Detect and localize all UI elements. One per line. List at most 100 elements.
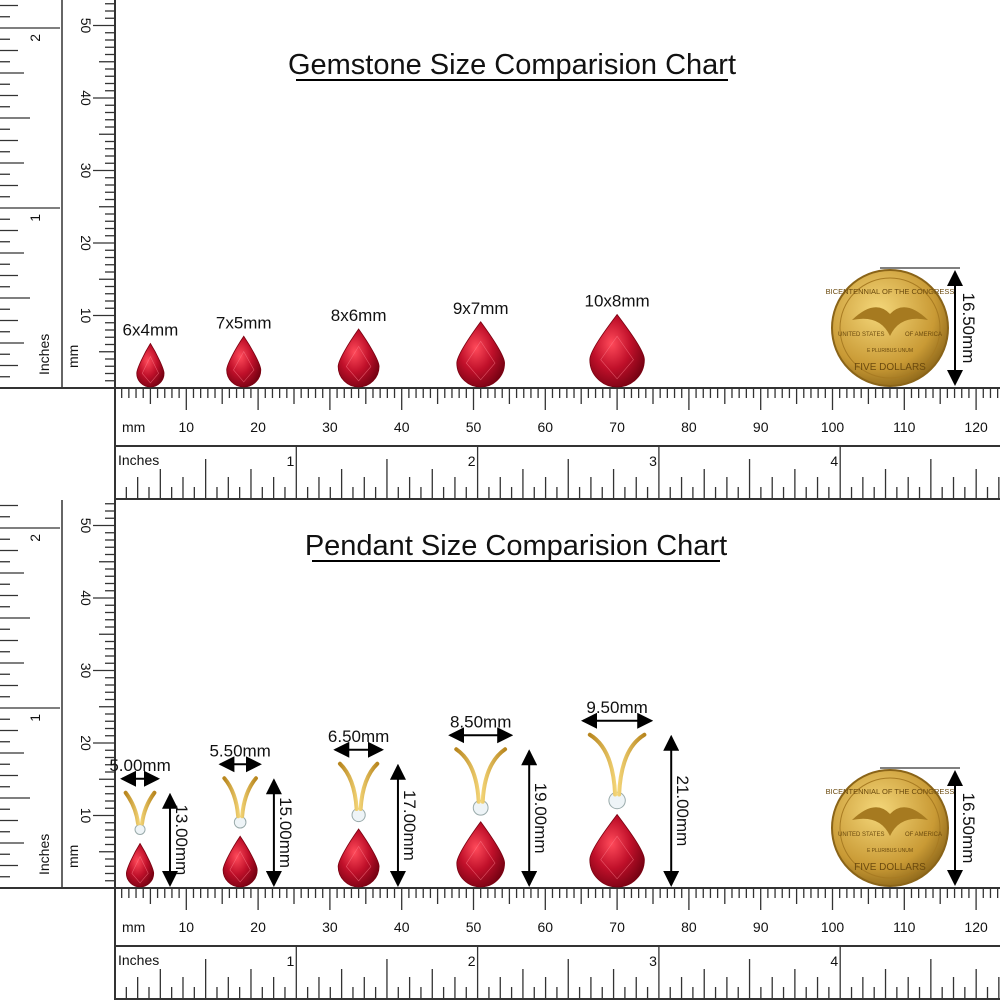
gem-facet — [600, 835, 634, 880]
mm-ruler-label: 110 — [893, 419, 916, 435]
mm-ruler-label: 30 — [322, 919, 338, 935]
pendant-height-label: 13.00mm — [172, 804, 191, 875]
mm-ruler-label: 40 — [394, 419, 410, 435]
diamond-accent — [351, 807, 366, 823]
pendant-width-label: 5.00mm — [109, 756, 170, 775]
pendant-chart-panel: Pendant Size Comparision Chart 10 20 30 40 5… — [0, 500, 1000, 1000]
mm-ruler-label: 60 — [538, 919, 554, 935]
ruby-pear-gem — [589, 813, 645, 888]
mm-ruler-label: 40 — [394, 919, 410, 935]
vertical-mm-label: 50 — [78, 518, 94, 534]
coin-size-label: 16.50mm — [959, 293, 978, 364]
mm-unit-label: mm — [122, 419, 145, 435]
vertical-mm-label: 50 — [78, 18, 94, 34]
gem-facet — [233, 350, 255, 383]
gold-bail — [587, 732, 647, 797]
pendant-width-label: 8.50mm — [450, 712, 511, 731]
coin-top-text: BICENTENNIAL OF THE CONGRESS — [826, 287, 955, 296]
ruby-pear-gem — [222, 835, 258, 888]
vertical-inch-label: 2 — [27, 34, 43, 42]
vertical-mm-label: 30 — [78, 663, 94, 679]
inch-ruler-label: 2 — [468, 953, 476, 969]
coin-left-text: UNITED STATES — [838, 832, 884, 838]
pendant-width-label: 5.50mm — [209, 741, 270, 760]
mm-ruler-label: 30 — [322, 419, 338, 435]
vertical-mm-unit: mm — [65, 845, 81, 868]
mm-ruler-label: 50 — [466, 919, 482, 935]
mm-ruler-label: 70 — [609, 919, 625, 935]
mm-ruler-label: 90 — [753, 419, 769, 435]
vertical-mm-label: 30 — [78, 163, 94, 179]
gold-bail — [337, 761, 380, 811]
gem-facet — [229, 850, 251, 883]
vertical-inch-unit: Inches — [36, 834, 52, 875]
mm-ruler-label: 10 — [179, 419, 195, 435]
inch-ruler-label: 1 — [287, 953, 295, 969]
inch-unit-label: Inches — [118, 952, 159, 968]
mm-ruler-label: 100 — [821, 919, 845, 935]
gem-facet — [600, 335, 634, 380]
gem-facet — [345, 845, 372, 882]
ruby-pear-gem — [136, 342, 165, 388]
gem-facet — [131, 855, 149, 884]
vertical-mm-label: 20 — [78, 235, 94, 251]
gemstone-chart-panel: Gemstone Size Comparision Chart 10 20 30 40… — [0, 0, 1000, 500]
coin-right-text: OF AMERICA — [905, 832, 942, 838]
inch-ruler-label: 3 — [649, 453, 657, 469]
mm-unit-label: mm — [122, 919, 145, 935]
pendant-chart-title: Pendant Size Comparision Chart — [305, 530, 727, 562]
pendant-height-label: 17.00mm — [400, 790, 419, 861]
vertical-mm-label: 10 — [78, 808, 94, 824]
vertical-mm-label: 10 — [78, 308, 94, 324]
eagle-icon — [852, 807, 928, 836]
coin-top-text: BICENTENNIAL OF THE CONGRESS — [826, 787, 955, 796]
inch-ruler-label: 1 — [287, 453, 295, 469]
ruby-pear-gem — [226, 335, 262, 388]
coin-size-label: 16.50mm — [959, 793, 978, 864]
vertical-mm-label: 40 — [78, 90, 94, 106]
vertical-mm-label: 40 — [78, 590, 94, 606]
ruby-pear-gem — [125, 842, 155, 888]
mm-ruler-label: 90 — [753, 919, 769, 935]
gem-size-label: 10x8mm — [585, 292, 650, 311]
gemstone-chart-title: Gemstone Size Comparision Chart — [288, 49, 736, 81]
mm-ruler-label: 70 — [609, 419, 625, 435]
mm-ruler-label: 20 — [250, 919, 266, 935]
pendant-height-label: 19.00mm — [531, 783, 550, 854]
inch-ruler-label: 4 — [830, 953, 838, 969]
mm-ruler-label: 80 — [681, 919, 697, 935]
inch-unit-label: Inches — [118, 452, 159, 468]
mm-ruler-label: 60 — [538, 419, 554, 435]
ruby-pear-gem — [337, 828, 380, 888]
gem-facet — [141, 355, 159, 384]
mm-ruler-label: 100 — [821, 419, 845, 435]
diamond-accent — [134, 824, 146, 835]
gem-facet — [465, 840, 496, 881]
diamond-accent — [608, 791, 626, 810]
mm-ruler-label: 10 — [179, 919, 195, 935]
inch-ruler-label: 4 — [830, 453, 838, 469]
pendant-width-label: 6.50mm — [328, 727, 389, 746]
gold-bail — [454, 747, 508, 804]
gem-size-label: 6x4mm — [123, 321, 179, 340]
gem-facet — [465, 340, 496, 381]
ruby-pear-gem — [337, 328, 380, 388]
inch-ruler-label: 3 — [649, 953, 657, 969]
vertical-inch-unit: Inches — [36, 334, 52, 375]
coin-rim — [839, 777, 941, 879]
coin-motto: E PLURIBUS UNUM — [867, 848, 913, 854]
gem-size-label: 7x5mm — [216, 313, 272, 332]
pendant-height-label: 21.00mm — [673, 775, 692, 846]
diamond-accent — [233, 815, 247, 829]
vertical-mm-unit: mm — [65, 345, 81, 368]
mm-ruler-label: 20 — [250, 419, 266, 435]
coin-right-text: OF AMERICA — [905, 332, 942, 338]
vertical-mm-label: 20 — [78, 735, 94, 751]
ruby-pear-gem — [456, 321, 505, 388]
gem-facet — [345, 345, 372, 382]
pendant-width-label: 9.50mm — [586, 698, 647, 717]
coin-left-text: UNITED STATES — [838, 332, 884, 338]
diamond-accent — [472, 799, 489, 816]
mm-ruler-label: 110 — [893, 919, 916, 935]
